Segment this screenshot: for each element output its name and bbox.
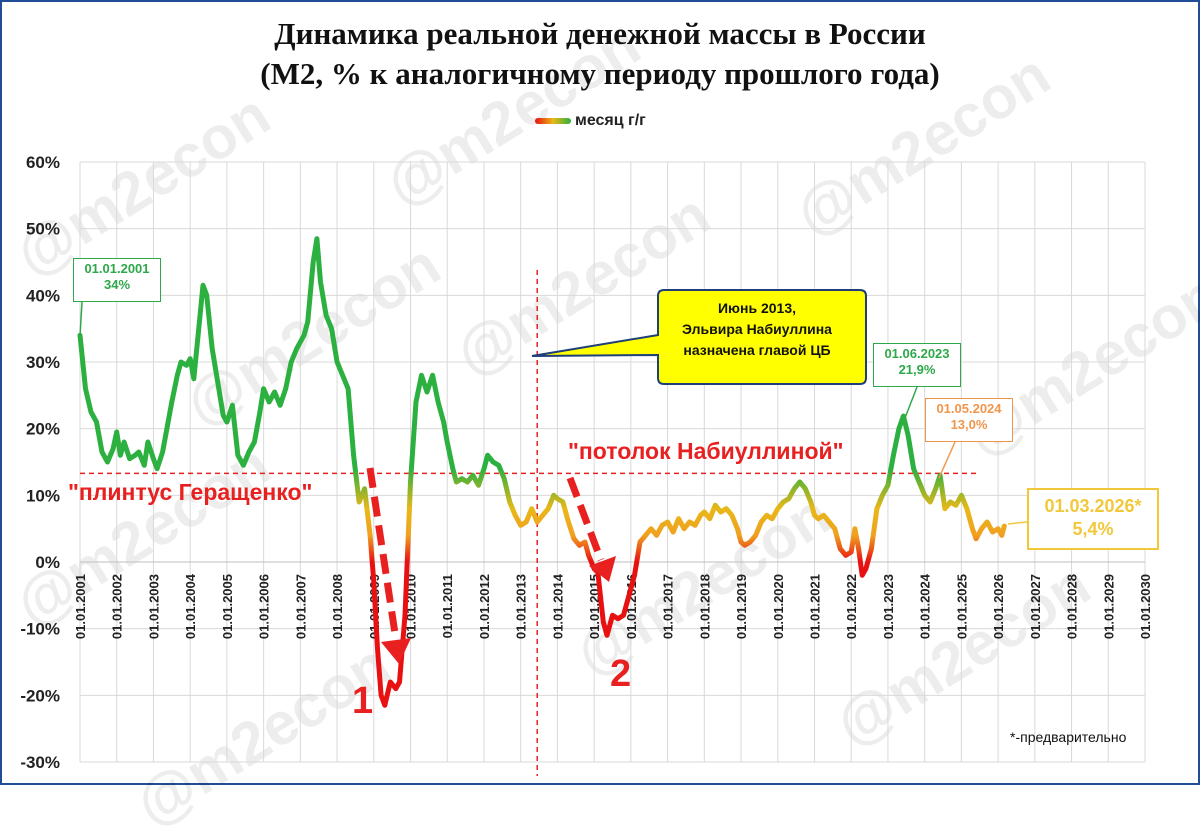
x-axis: 01.01.2001 01.01.2002 01.01.2003 01.01.2004…	[73, 573, 1153, 639]
x-tick-label: 01.01.2023	[881, 574, 896, 639]
x-tick-label: 01.01.2024	[918, 573, 933, 639]
annotation-box-2024: 01.05.2024 13,0%	[925, 398, 1013, 442]
x-tick-label: 01.01.2017	[661, 574, 676, 639]
series-line	[77, 236, 1007, 708]
grid	[79, 161, 1146, 763]
y-tick-label: -20%	[20, 686, 60, 705]
callout-line: Эльвира Набиуллина	[682, 321, 832, 337]
y-tick-label: 30%	[26, 353, 60, 372]
x-tick-label: 01.01.2014	[550, 573, 565, 639]
chart-title-line1: Динамика реальной денежной массы в Росси…	[274, 16, 926, 51]
chart-frame	[0, 0, 1200, 785]
chart-title-line2: (М2, % к аналогичному периоду прошлого г…	[260, 56, 940, 91]
annotation-box-2023: 01.06.2023 21,9%	[873, 343, 961, 387]
annotation-value: 5,4%	[1072, 518, 1114, 539]
x-tick-label: 01.01.2007	[293, 574, 308, 639]
y-axis: 60% 50% 40% 30% 20% 10% 0% -10% -20% -30%	[20, 153, 60, 772]
annotation-date: 01.01.2001	[84, 261, 150, 276]
x-tick-label: 01.01.2004	[183, 573, 198, 639]
annotation-value: 21,9%	[898, 362, 936, 378]
ceiling-label: "потолок Набиуллиной"	[568, 438, 844, 464]
x-tick-label: 01.01.2008	[330, 574, 345, 639]
annotation-value: 34%	[103, 277, 131, 293]
x-tick-label: 01.01.2027	[1028, 574, 1043, 639]
x-tick-label: 01.01.2001	[73, 574, 88, 639]
x-tick-label: 01.01.2022	[844, 574, 859, 639]
x-tick-label: 01.01.2026	[991, 574, 1006, 639]
callout-text: Июнь 2013, Эльвира Набиуллина назначена …	[657, 298, 857, 361]
callout-bubble	[531, 289, 867, 385]
x-tick-label: 01.01.2003	[146, 574, 161, 639]
x-tick-label: 01.01.2028	[1065, 574, 1080, 639]
crisis2-arrowhead	[589, 556, 616, 582]
x-tick-label: 01.01.2016	[624, 574, 639, 639]
crisis-number-2: 2	[610, 653, 632, 695]
series	[77, 236, 1007, 708]
x-tick-label: 01.01.2002	[110, 574, 125, 639]
annotation-box-2026: 01.03.2026* 5,4%	[1027, 488, 1159, 550]
x-tick-label: 01.01.2030	[1138, 574, 1153, 639]
y-tick-label: 60%	[26, 153, 60, 172]
callout-line: назначена главой ЦБ	[683, 342, 831, 358]
annotation-date: 01.03.2026*	[1044, 496, 1142, 516]
x-tick-label: 01.01.2012	[477, 574, 492, 639]
annotation-box-2001: 01.01.2001 34%	[73, 258, 161, 302]
x-tick-label: 01.01.2013	[514, 574, 529, 639]
y-tick-label: 0%	[35, 553, 60, 572]
y-tick-label: 10%	[26, 486, 60, 505]
chart-plot: 60% 50% 40% 30% 20% 10% 0% -10% -20% -30% 01.01.2…	[20, 153, 1153, 776]
x-tick-label: 01.01.2029	[1101, 574, 1116, 639]
annotation-date: 01.05.2024	[936, 401, 1002, 416]
y-tick-label: 20%	[26, 420, 60, 439]
floor-label: "плинтус Геращенко"	[68, 479, 313, 505]
crisis1-arrowhead	[381, 638, 411, 664]
callout	[531, 289, 867, 385]
legend-swatch	[535, 118, 571, 124]
y-tick-label: 50%	[26, 220, 60, 239]
callout-line: Июнь 2013,	[717, 300, 796, 316]
x-tick-label: 01.01.2006	[257, 574, 272, 639]
y-tick-label: -10%	[20, 620, 60, 639]
y-tick-label: -30%	[20, 753, 60, 772]
footnote: *-предварительно	[1010, 729, 1127, 745]
x-tick-label: 01.01.2020	[771, 574, 786, 639]
x-tick-label: 01.01.2011	[440, 574, 455, 638]
crisis-number-1: 1	[352, 680, 374, 722]
arrows	[366, 467, 616, 664]
x-tick-label: 01.01.2021	[807, 574, 822, 639]
x-tick-label: 01.01.2019	[734, 574, 749, 639]
crisis2-arrow	[566, 476, 605, 562]
y-tick-label: 40%	[26, 286, 60, 305]
legend-label: месяц г/г	[575, 112, 646, 129]
annotation-date: 01.06.2023	[884, 346, 950, 361]
x-tick-label: 01.01.2025	[954, 574, 969, 639]
annotation-leaders	[79, 301, 1028, 525]
x-tick-label: 01.01.2005	[220, 574, 235, 639]
legend: месяц г/г	[535, 112, 646, 130]
x-tick-label: 01.01.2018	[697, 574, 712, 639]
annotation-value: 13,0%	[950, 417, 988, 433]
